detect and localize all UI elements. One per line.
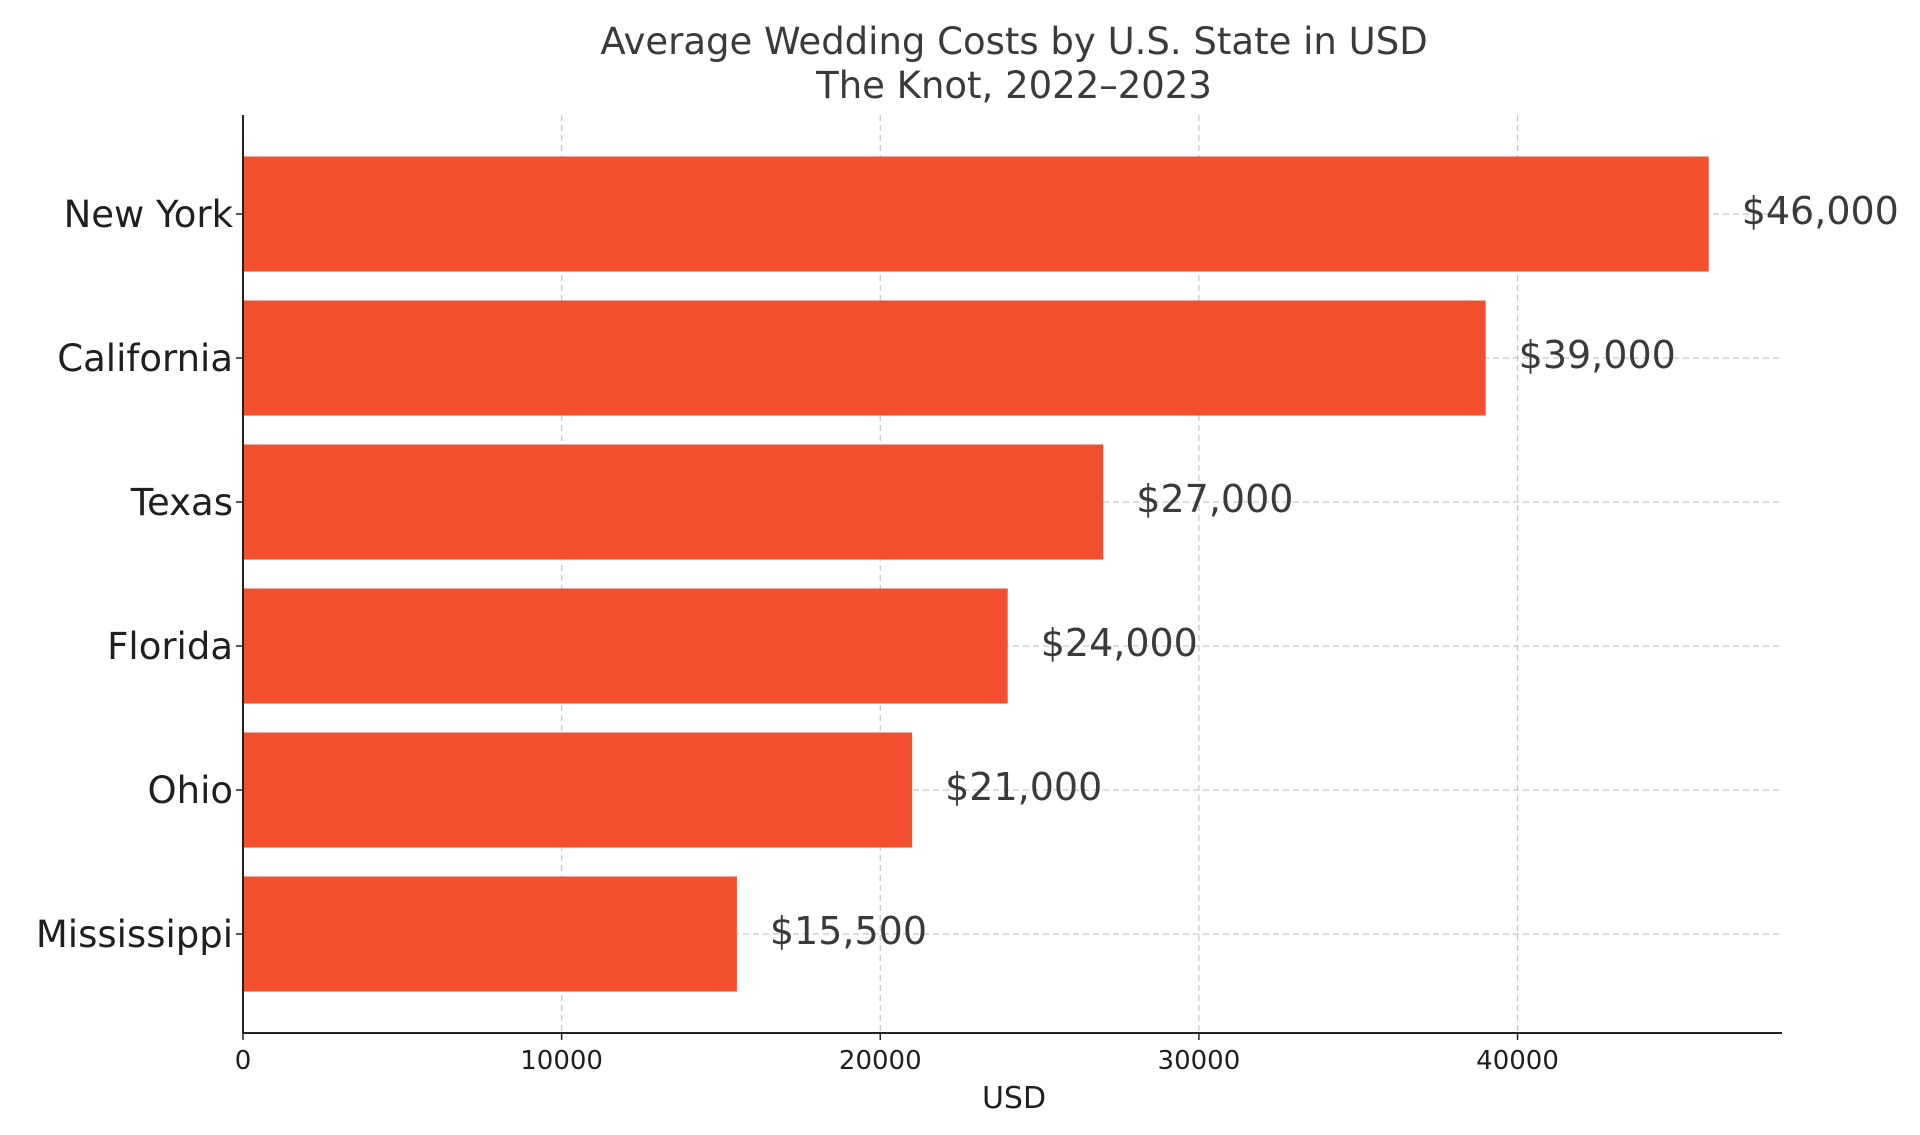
bar xyxy=(243,588,1008,704)
x-tick-label: 30000 xyxy=(1158,1046,1241,1076)
x-tick-label: 20000 xyxy=(839,1046,922,1076)
bar xyxy=(243,876,737,992)
y-tick-label: California xyxy=(57,337,233,380)
x-axis-title: USD xyxy=(982,1081,1046,1116)
y-tick-label: Florida xyxy=(107,625,233,668)
y-tick-label: Mississippi xyxy=(36,913,233,956)
x-tick-label: 10000 xyxy=(520,1046,603,1076)
x-tick-label: 40000 xyxy=(1476,1046,1559,1076)
data-label: $46,000 xyxy=(1742,189,1899,233)
data-label: $39,000 xyxy=(1519,333,1676,377)
y-tick-label: Texas xyxy=(130,481,233,524)
data-label: $15,500 xyxy=(770,909,927,953)
bars: $46,000 $39,000 $27,000 $24,000 $21,000 $15,5… xyxy=(243,156,1899,992)
bar xyxy=(243,444,1104,560)
data-label: $27,000 xyxy=(1136,477,1293,521)
data-label: $21,000 xyxy=(945,765,1102,809)
chart-title: Average Wedding Costs by U.S. State in U… xyxy=(600,20,1427,63)
chart-subtitle: The Knot, 2022–2023 xyxy=(815,64,1212,107)
bar xyxy=(243,732,913,848)
x-tick-label: 0 xyxy=(235,1046,252,1076)
y-tick-label: Ohio xyxy=(148,769,234,812)
y-tick-label: New York xyxy=(64,193,234,236)
axes: New York California Texas Florida Ohio Missis… xyxy=(36,115,1782,1076)
bar xyxy=(243,300,1486,416)
bar xyxy=(243,156,1709,272)
data-label: $24,000 xyxy=(1041,621,1198,665)
